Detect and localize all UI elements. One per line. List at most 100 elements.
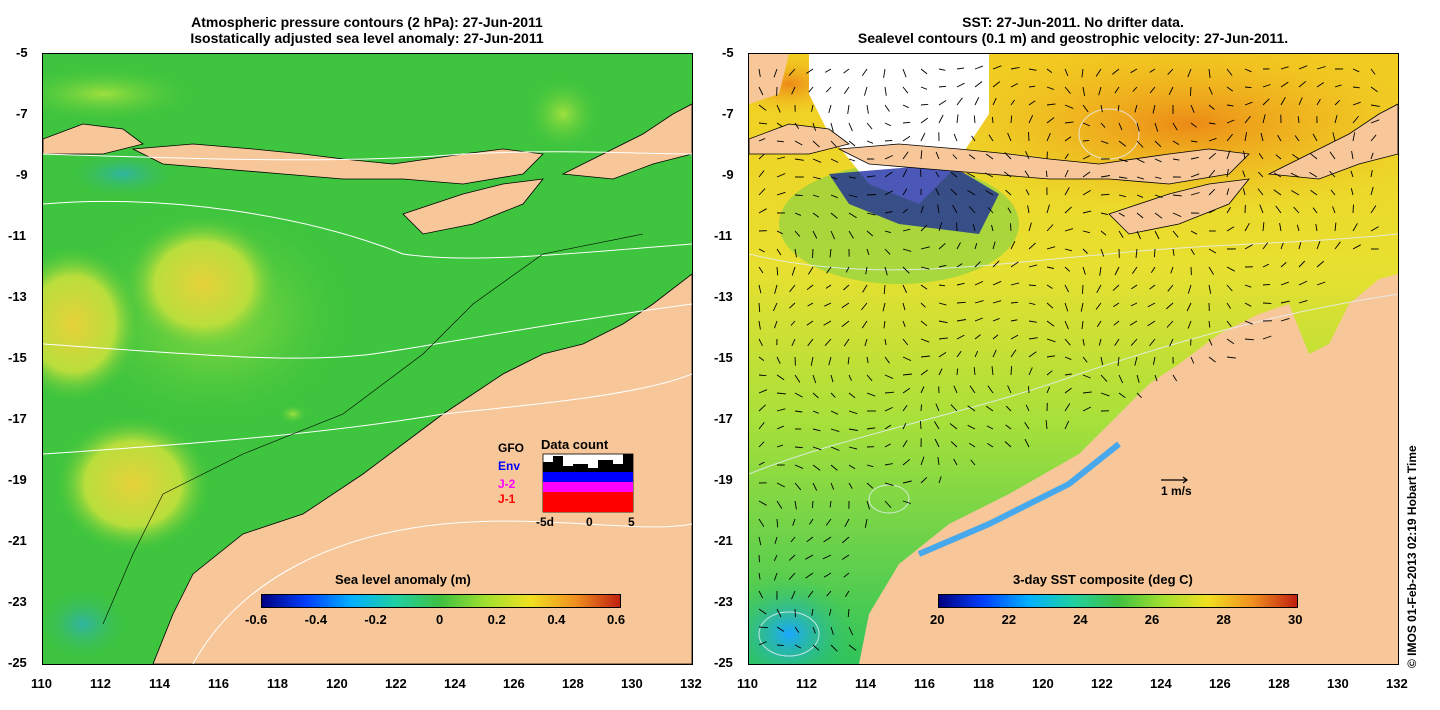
velocity-vector <box>1334 114 1338 124</box>
velocity-vector <box>1186 302 1192 312</box>
velocity-vector <box>828 356 832 366</box>
velocity-vector <box>1168 86 1174 96</box>
y-tick-label: -17 <box>8 411 27 426</box>
velocity-vector <box>829 248 832 258</box>
velocity-vector <box>845 266 850 273</box>
velocity-vector <box>987 443 994 448</box>
velocity-vector <box>1170 266 1174 274</box>
velocity-vector <box>811 500 814 509</box>
velocity-vector <box>902 422 907 430</box>
velocity-vector <box>884 424 892 430</box>
velocity-vector <box>794 644 802 649</box>
velocity-vector <box>1136 194 1144 198</box>
velocity-vector <box>952 204 958 214</box>
velocity-vector <box>1045 170 1048 178</box>
velocity-vector <box>1190 156 1199 160</box>
velocity-vector <box>861 68 868 77</box>
right-map: 1 m/s <box>749 54 1398 664</box>
velocity-vector <box>1172 212 1182 218</box>
velocity-vector <box>1100 212 1109 216</box>
colorbar-tick-label: 24 <box>1073 612 1088 627</box>
velocity-vector <box>1296 224 1300 232</box>
velocity-vector <box>1064 387 1072 394</box>
left-islands <box>43 123 144 155</box>
velocity-vector <box>884 266 888 276</box>
velocity-vector <box>1064 302 1069 312</box>
velocity-vector <box>1064 68 1069 77</box>
velocity-vector <box>1136 374 1140 383</box>
legend-title: Data count <box>541 437 609 452</box>
velocity-vector <box>920 266 930 270</box>
velocity-vector <box>794 626 800 633</box>
velocity-vector <box>953 133 958 142</box>
velocity-vector <box>1024 170 1030 178</box>
velocity-vector <box>866 427 876 430</box>
velocity-vector <box>992 260 1000 268</box>
velocity-vector <box>776 626 785 632</box>
velocity-vector <box>1370 226 1379 232</box>
velocity-vector <box>806 68 814 74</box>
velocity-vector <box>952 154 958 160</box>
velocity-vector <box>1262 263 1270 268</box>
velocity-vector <box>1096 284 1102 294</box>
velocity-vector <box>1334 99 1341 106</box>
velocity-vector <box>847 104 850 114</box>
velocity-vector <box>1028 85 1036 88</box>
velocity-vector <box>974 65 984 70</box>
colorbar-tick-label: 20 <box>930 612 945 627</box>
velocity-vector <box>938 100 947 106</box>
velocity-vector <box>1190 356 1195 364</box>
x-tick-label: 112 <box>90 676 111 691</box>
velocity-vector <box>1244 302 1252 307</box>
velocity-vector <box>1028 68 1037 71</box>
velocity-vector <box>1064 136 1072 142</box>
velocity-vector <box>1208 137 1217 142</box>
velocity-vector <box>1064 153 1069 160</box>
velocity-vector <box>866 356 869 364</box>
velocity-vector <box>970 459 976 466</box>
velocity-vector <box>1082 391 1092 394</box>
velocity-vector <box>1154 158 1162 163</box>
velocity-vector <box>992 97 997 106</box>
velocity-vector <box>956 368 959 376</box>
copyright-text: © IMOS 01-Feb-2013 02:19 Hobart Time <box>1405 445 1419 668</box>
velocity-vector <box>794 446 803 449</box>
velocity-vector <box>902 338 909 346</box>
velocity-vector <box>1100 193 1110 196</box>
velocity-vector <box>847 608 850 618</box>
velocity-vector <box>1329 151 1336 160</box>
velocity-vector <box>1280 300 1290 304</box>
velocity-vector <box>758 86 764 96</box>
velocity-vector <box>1208 169 1216 178</box>
velocity-vector <box>1081 68 1084 78</box>
y-tick-label: -19 <box>8 472 27 487</box>
velocity-vector <box>884 104 890 112</box>
velocity-vector <box>794 230 801 237</box>
velocity-vector <box>806 284 814 291</box>
velocity-vector <box>830 230 836 240</box>
velocity-vector <box>1226 356 1236 359</box>
velocity-vector <box>934 438 940 448</box>
velocity-vector <box>789 284 796 293</box>
velocity-vector <box>1130 338 1138 346</box>
velocity-vector <box>758 138 766 142</box>
velocity-vector <box>830 464 838 471</box>
velocity-vector <box>758 404 766 412</box>
velocity-vector <box>1028 115 1034 124</box>
velocity-vector <box>1208 104 1215 110</box>
velocity-vector <box>1309 152 1318 160</box>
velocity-vector <box>1226 86 1234 92</box>
velocity-vector <box>1244 284 1252 288</box>
velocity-vector <box>1316 98 1321 106</box>
velocity-vector <box>1136 176 1144 180</box>
velocity-vector <box>1153 248 1156 258</box>
velocity-vector <box>822 554 832 560</box>
velocity-vector <box>1298 260 1306 268</box>
velocity-vector <box>788 554 796 561</box>
velocity-vector <box>938 114 944 124</box>
velocity-vector <box>938 264 947 268</box>
velocity-vector <box>776 644 784 647</box>
velocity-vector <box>1149 338 1156 347</box>
x-tick-label: 122 <box>385 676 407 691</box>
velocity-vector <box>920 386 925 394</box>
